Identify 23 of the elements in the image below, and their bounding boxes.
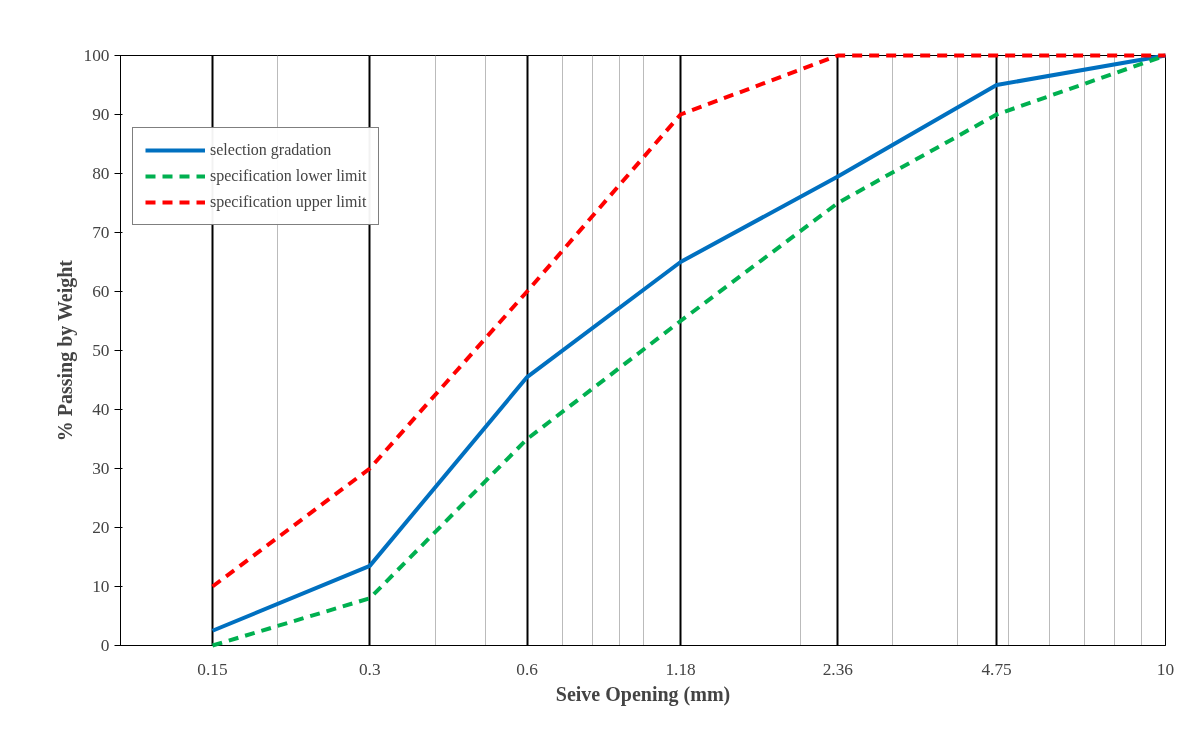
x-tick-label: 1.18 (665, 659, 696, 679)
y-tick-label: 10 (92, 577, 110, 596)
y-tick-label: 90 (92, 105, 110, 124)
x-axis-title: Seive Opening (mm) (555, 682, 731, 706)
y-tick-label: 100 (83, 46, 110, 65)
legend-label: specification upper limit (210, 193, 367, 211)
y-tick-label: 40 (92, 400, 110, 419)
x-tick-label: 2.36 (822, 659, 854, 679)
x-tick-label: 0.3 (358, 659, 381, 679)
y-tick-label: 60 (92, 282, 110, 301)
y-tick-label: 20 (92, 518, 110, 537)
x-tick-label: 0.6 (516, 659, 539, 679)
y-tick-label: 70 (92, 223, 110, 242)
y-tick-label: 0 (100, 636, 110, 655)
x-tick-label: 10 (1156, 659, 1175, 679)
y-tick-label: 50 (92, 341, 110, 360)
x-tick-label: 4.75 (981, 659, 1012, 679)
y-tick-label: 80 (92, 164, 110, 183)
legend-label: specification lower limit (210, 167, 367, 185)
y-tick-label: 30 (92, 459, 110, 478)
legend-label: selection gradation (210, 141, 332, 159)
x-tick-label: 0.15 (197, 659, 228, 679)
y-axis-title: % Passing by Weight (53, 259, 77, 442)
